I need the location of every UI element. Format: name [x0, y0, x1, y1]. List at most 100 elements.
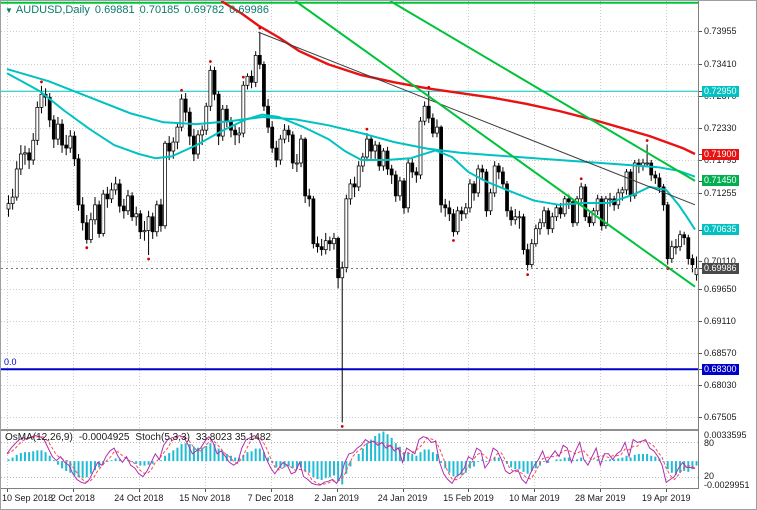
candle[interactable] — [348, 179, 353, 205]
indicator-panel-area[interactable] — [1, 431, 698, 488]
candle[interactable] — [134, 206, 139, 226]
candle[interactable] — [249, 70, 254, 89]
candle[interactable] — [669, 240, 674, 263]
candle[interactable] — [93, 197, 97, 225]
candle[interactable] — [18, 145, 23, 175]
candle[interactable] — [459, 206, 464, 221]
candle[interactable] — [430, 113, 435, 138]
candle[interactable] — [80, 197, 85, 231]
trendline-green-steep[interactable] — [294, 1, 696, 288]
candle[interactable] — [525, 243, 530, 271]
candle[interactable] — [496, 162, 501, 180]
candle[interactable] — [109, 182, 114, 204]
symbol-dropdown-icon[interactable]: ▼ — [5, 6, 13, 15]
candle[interactable] — [323, 232, 328, 255]
candle[interactable] — [60, 119, 64, 153]
candle[interactable] — [484, 168, 489, 217]
candle[interactable] — [624, 168, 629, 195]
candle[interactable] — [84, 215, 89, 244]
candle[interactable] — [257, 32, 262, 70]
candle[interactable] — [175, 122, 180, 150]
candle[interactable] — [319, 238, 324, 256]
candle[interactable] — [72, 131, 77, 166]
candle[interactable] — [463, 203, 468, 219]
candle[interactable] — [661, 183, 666, 211]
candle[interactable] — [422, 101, 427, 126]
candle[interactable] — [97, 200, 102, 238]
candle[interactable] — [208, 65, 213, 111]
candle[interactable] — [224, 105, 229, 128]
trendline-green-shallow[interactable] — [389, 1, 696, 182]
candle[interactable] — [406, 158, 411, 213]
main-chart-area[interactable] — [1, 1, 698, 429]
candle[interactable] — [332, 232, 336, 250]
candle[interactable] — [233, 125, 237, 146]
candle[interactable] — [476, 164, 481, 198]
candle[interactable] — [138, 210, 143, 239]
candle[interactable] — [529, 238, 534, 268]
candle[interactable] — [187, 107, 192, 146]
candle[interactable] — [163, 140, 167, 229]
candle[interactable] — [159, 198, 163, 232]
candle[interactable] — [356, 161, 361, 192]
candle[interactable] — [533, 224, 538, 247]
candle[interactable] — [595, 194, 600, 215]
candle[interactable] — [538, 218, 542, 235]
candle[interactable] — [513, 209, 518, 225]
candle[interactable] — [340, 261, 345, 423]
candle[interactable] — [344, 194, 349, 273]
candle[interactable] — [501, 167, 505, 189]
candle[interactable] — [562, 195, 567, 217]
candle[interactable] — [101, 189, 106, 237]
candle[interactable] — [682, 231, 687, 245]
candle[interactable] — [505, 180, 509, 217]
candle[interactable] — [447, 200, 452, 221]
candle[interactable] — [142, 220, 147, 241]
candle[interactable] — [290, 131, 295, 169]
candle[interactable] — [286, 125, 291, 143]
candle[interactable] — [282, 124, 287, 144]
candle[interactable] — [35, 101, 40, 146]
candle[interactable] — [14, 161, 19, 201]
candle[interactable] — [56, 116, 60, 146]
candle[interactable] — [336, 236, 340, 289]
ma-red-line[interactable] — [220, 1, 696, 156]
candle[interactable] — [253, 51, 258, 88]
candle[interactable] — [360, 152, 365, 172]
candle[interactable] — [455, 206, 460, 235]
candle[interactable] — [402, 177, 406, 214]
candle[interactable] — [451, 209, 456, 237]
candle[interactable] — [414, 167, 419, 183]
candle[interactable] — [23, 145, 27, 165]
candle[interactable] — [262, 61, 266, 111]
candle[interactable] — [517, 210, 522, 229]
candle[interactable] — [443, 198, 448, 217]
candle[interactable] — [327, 236, 332, 251]
candle[interactable] — [579, 182, 584, 204]
candle[interactable] — [352, 176, 357, 198]
candle[interactable] — [105, 186, 110, 208]
candle[interactable] — [39, 85, 44, 114]
candle[interactable] — [270, 121, 275, 153]
candle[interactable] — [204, 102, 209, 135]
candle[interactable] — [154, 200, 159, 237]
candle[interactable] — [488, 188, 493, 215]
candle[interactable] — [27, 148, 31, 169]
candle[interactable] — [608, 192, 612, 207]
trendline-black[interactable] — [258, 31, 696, 206]
candle[interactable] — [575, 195, 579, 226]
candle[interactable] — [653, 170, 658, 184]
candle[interactable] — [468, 179, 472, 213]
candle[interactable] — [183, 93, 188, 122]
candle[interactable] — [690, 254, 695, 273]
candle[interactable] — [674, 238, 678, 255]
candle[interactable] — [179, 94, 184, 132]
candle[interactable] — [126, 189, 130, 215]
candle[interactable] — [117, 179, 122, 213]
candle[interactable] — [76, 154, 81, 211]
price-axis[interactable]: 0.739550.734100.728700.723300.717950.712… — [699, 1, 756, 490]
candle[interactable] — [480, 164, 485, 180]
candle[interactable] — [373, 140, 378, 159]
candle[interactable] — [641, 158, 645, 171]
candle[interactable] — [212, 66, 217, 101]
